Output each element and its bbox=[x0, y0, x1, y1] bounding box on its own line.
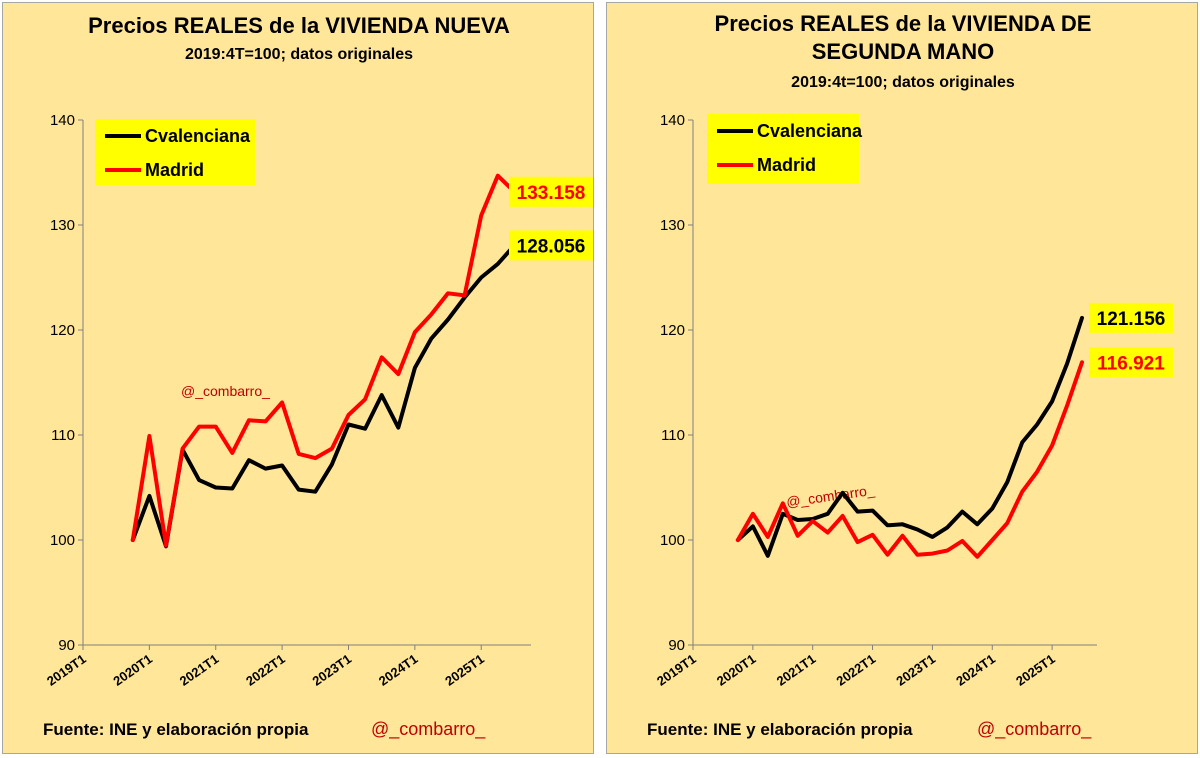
y-tick-label: 100 bbox=[660, 532, 685, 549]
end-value-label-bg bbox=[1089, 347, 1173, 378]
footer-source: Fuente: INE y elaboración propia bbox=[647, 720, 913, 739]
x-tick-label: 2023T1 bbox=[893, 651, 938, 689]
footer-handle: @_combarro_ bbox=[371, 719, 486, 740]
x-tick-label: 2024T1 bbox=[376, 651, 421, 689]
legend: Cvalenciana Madrid bbox=[707, 114, 863, 184]
chart-segunda-mano: Precios REALES de la VIVIENDA DE SEGUNDA… bbox=[647, 11, 1173, 740]
y-tick-label: 120 bbox=[50, 322, 75, 339]
y-tick-label: 100 bbox=[50, 532, 75, 549]
end-value-label-madrid: 116.921 bbox=[1089, 347, 1173, 378]
chart-subtitle: 2019:4t=100; datos originales bbox=[791, 74, 1015, 91]
y-tick-label: 130 bbox=[50, 217, 75, 234]
end-value-label-cvalenciana: 121.156 bbox=[1089, 302, 1173, 333]
y-tick-label: 110 bbox=[661, 427, 685, 444]
y-tick-label: 90 bbox=[58, 637, 75, 654]
legend-label-cvalenciana: Cvalenciana bbox=[145, 126, 251, 146]
x-tick-label: 2020T1 bbox=[110, 651, 155, 689]
x-tick-label: 2023T1 bbox=[309, 651, 354, 689]
footer-handle: @_combarro_ bbox=[977, 719, 1092, 740]
x-tick-label: 2025T1 bbox=[1013, 651, 1058, 689]
end-value-label-text: 133.158 bbox=[517, 183, 586, 204]
chart-title-line2: SEGUNDA MANO bbox=[812, 39, 995, 64]
legend-label-madrid: Madrid bbox=[757, 155, 816, 175]
chart-panel-segunda-mano: Precios REALES de la VIVIENDA DE SEGUNDA… bbox=[606, 2, 1198, 754]
legend-label-madrid: Madrid bbox=[145, 160, 204, 180]
x-tick-label: 2020T1 bbox=[714, 651, 759, 689]
end-value-label-bg bbox=[509, 230, 593, 261]
series-line-madrid bbox=[735, 360, 1084, 559]
chart-title-line1: Precios REALES de la VIVIENDA DE bbox=[715, 11, 1092, 36]
x-tick-label: 2025T1 bbox=[442, 651, 487, 689]
end-value-label-bg bbox=[509, 176, 593, 207]
watermark: @_combarro_ bbox=[181, 383, 270, 399]
legend-bg bbox=[707, 114, 859, 184]
series-line-cvalenciana bbox=[735, 315, 1084, 558]
end-value-label-text: 128.056 bbox=[517, 236, 586, 257]
y-tick-label: 140 bbox=[660, 112, 685, 129]
x-tick-label: 2021T1 bbox=[177, 651, 222, 689]
x-tick-label: 2024T1 bbox=[953, 651, 998, 689]
end-value-label-cvalenciana: 128.056 bbox=[509, 230, 593, 261]
chart-title: Precios REALES de la VIVIENDA NUEVA bbox=[88, 13, 510, 38]
x-tick-label: 2021T1 bbox=[774, 651, 819, 689]
end-value-label-text: 121.156 bbox=[1097, 309, 1166, 330]
x-tick-label: 2019T1 bbox=[44, 651, 89, 689]
y-tick-label: 90 bbox=[668, 637, 685, 654]
chart-vivienda-nueva: Precios REALES de la VIVIENDA NUEVA 2019… bbox=[43, 13, 593, 740]
footer-source: Fuente: INE y elaboración propia bbox=[43, 720, 309, 739]
chart-subtitle: 2019:4T=100; datos originales bbox=[185, 46, 413, 63]
legend-bg bbox=[95, 119, 255, 185]
legend-label-cvalenciana: Cvalenciana bbox=[757, 121, 863, 141]
x-tick-label: 2022T1 bbox=[834, 651, 879, 689]
y-tick-label: 120 bbox=[660, 322, 685, 339]
y-tick-label: 110 bbox=[51, 427, 75, 444]
series-line-madrid bbox=[130, 173, 517, 548]
y-tick-label: 130 bbox=[660, 217, 685, 234]
x-tick-label: 2022T1 bbox=[243, 651, 288, 689]
legend: Cvalenciana Madrid bbox=[95, 119, 255, 185]
end-value-label-madrid: 133.158 bbox=[509, 176, 593, 207]
end-value-label-bg bbox=[1089, 302, 1173, 333]
x-tick-label: 2019T1 bbox=[654, 651, 699, 689]
chart-panel-vivienda-nueva: Precios REALES de la VIVIENDA NUEVA 2019… bbox=[2, 2, 594, 754]
y-tick-label: 140 bbox=[50, 112, 75, 129]
end-value-label-text: 116.921 bbox=[1097, 353, 1165, 374]
series-line-cvalenciana bbox=[130, 243, 517, 549]
watermark: @_combarro_ bbox=[785, 482, 875, 510]
